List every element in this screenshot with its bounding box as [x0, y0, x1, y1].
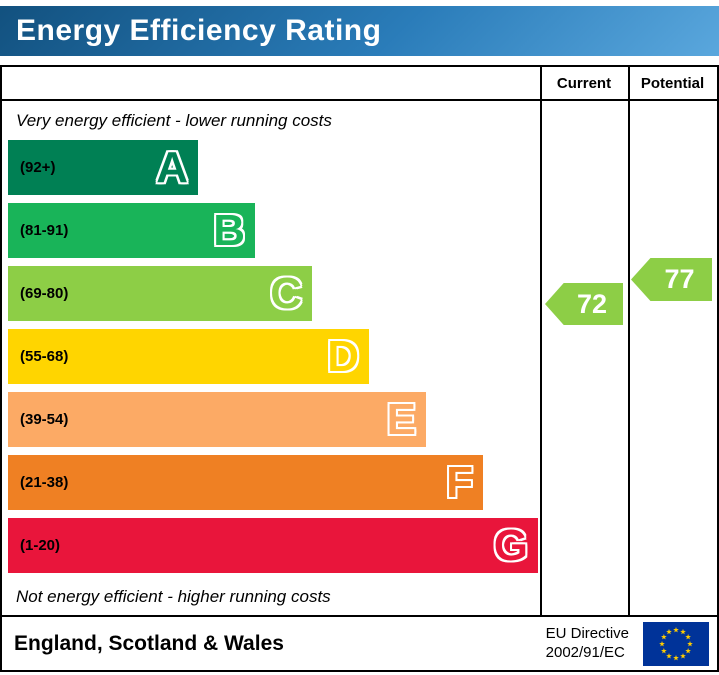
potential-rating-arrow: 77 [631, 258, 712, 301]
bottom-note: Not energy efficient - higher running co… [16, 587, 331, 606]
current-rating-arrow: 72 [545, 283, 623, 325]
band-range-label: (81-91) [20, 222, 69, 239]
footer-region-label: England, Scotland & Wales [14, 631, 284, 655]
top-note: Very energy efficient - lower running co… [16, 111, 332, 130]
band-letter: F [446, 458, 473, 507]
band-range-label: (55-68) [20, 348, 69, 365]
current-column-divider [540, 67, 542, 615]
band-letter: D [327, 332, 359, 381]
band-range-label: (1-20) [20, 537, 61, 554]
band-letter: A [156, 143, 188, 192]
band-row-g: (1-20) G [8, 518, 538, 573]
band-letter: C [270, 269, 302, 318]
page-title: Energy Efficiency Rating [16, 14, 382, 47]
rating-chart: Current Potential Very energy efficient … [0, 65, 719, 672]
header-divider [2, 99, 717, 101]
current-column-header: Current [556, 74, 612, 92]
footer: England, Scotland & Wales EU Directive 2… [2, 617, 717, 670]
band-range-label: (69-80) [20, 285, 69, 302]
band-letter: E [386, 395, 416, 444]
footer-divider [2, 615, 717, 617]
band-row-b: (81-91) B [8, 203, 255, 258]
eu-flag-icon [643, 621, 709, 666]
band-row-c: (69-80) C [8, 266, 312, 321]
band-range-label: (21-38) [20, 474, 69, 491]
band-row-e: (39-54) E [8, 392, 426, 447]
band-letter: B [213, 206, 245, 255]
band-range-label: (39-54) [20, 411, 69, 428]
title-bar: Energy Efficiency Rating [0, 6, 719, 56]
band-row-d: (55-68) D [8, 329, 369, 384]
band-list: (92+) A (81-91) B (69-80) C (55-68) D (3… [8, 140, 538, 581]
potential-column-header: Potential [640, 74, 705, 92]
band-letter: G [493, 521, 528, 570]
eu-directive-line2: 2002/91/EC [545, 643, 625, 661]
band-row-a: (92+) A [8, 140, 198, 195]
potential-column-divider [628, 67, 630, 615]
eu-directive-label: EU Directive 2002/91/EC [546, 625, 629, 663]
potential-rating-value: 77 [664, 264, 695, 294]
eu-directive-line1: EU Directive [545, 624, 629, 642]
band-row-f: (21-38) F [8, 455, 483, 510]
current-rating-value: 72 [576, 288, 608, 319]
band-range-label: (92+) [20, 159, 56, 176]
